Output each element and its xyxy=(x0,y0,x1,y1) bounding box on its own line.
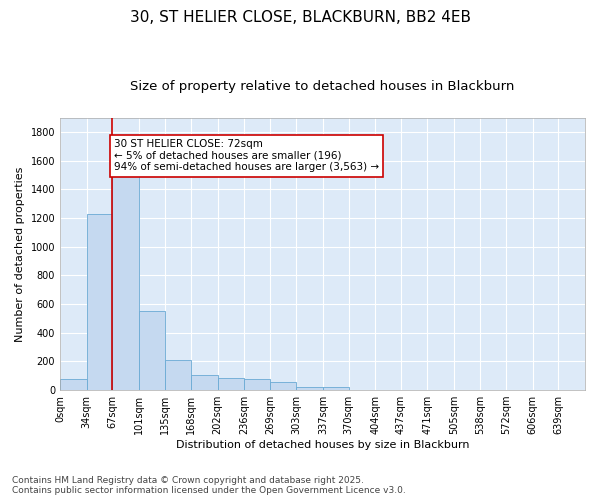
Y-axis label: Number of detached properties: Number of detached properties xyxy=(15,166,25,342)
Bar xyxy=(166,360,191,390)
Bar xyxy=(270,382,296,390)
Bar xyxy=(191,375,218,390)
Bar xyxy=(139,310,166,390)
Bar xyxy=(323,387,349,390)
Text: 30, ST HELIER CLOSE, BLACKBURN, BB2 4EB: 30, ST HELIER CLOSE, BLACKBURN, BB2 4EB xyxy=(130,10,470,25)
Bar xyxy=(60,380,86,390)
Title: Size of property relative to detached houses in Blackburn: Size of property relative to detached ho… xyxy=(130,80,515,93)
X-axis label: Distribution of detached houses by size in Blackburn: Distribution of detached houses by size … xyxy=(176,440,469,450)
Bar xyxy=(86,214,112,390)
Text: Contains HM Land Registry data © Crown copyright and database right 2025.
Contai: Contains HM Land Registry data © Crown c… xyxy=(12,476,406,495)
Bar xyxy=(218,378,244,390)
Bar xyxy=(112,165,139,390)
Text: 30 ST HELIER CLOSE: 72sqm
← 5% of detached houses are smaller (196)
94% of semi-: 30 ST HELIER CLOSE: 72sqm ← 5% of detach… xyxy=(114,140,379,172)
Bar xyxy=(244,380,270,390)
Bar xyxy=(296,387,323,390)
